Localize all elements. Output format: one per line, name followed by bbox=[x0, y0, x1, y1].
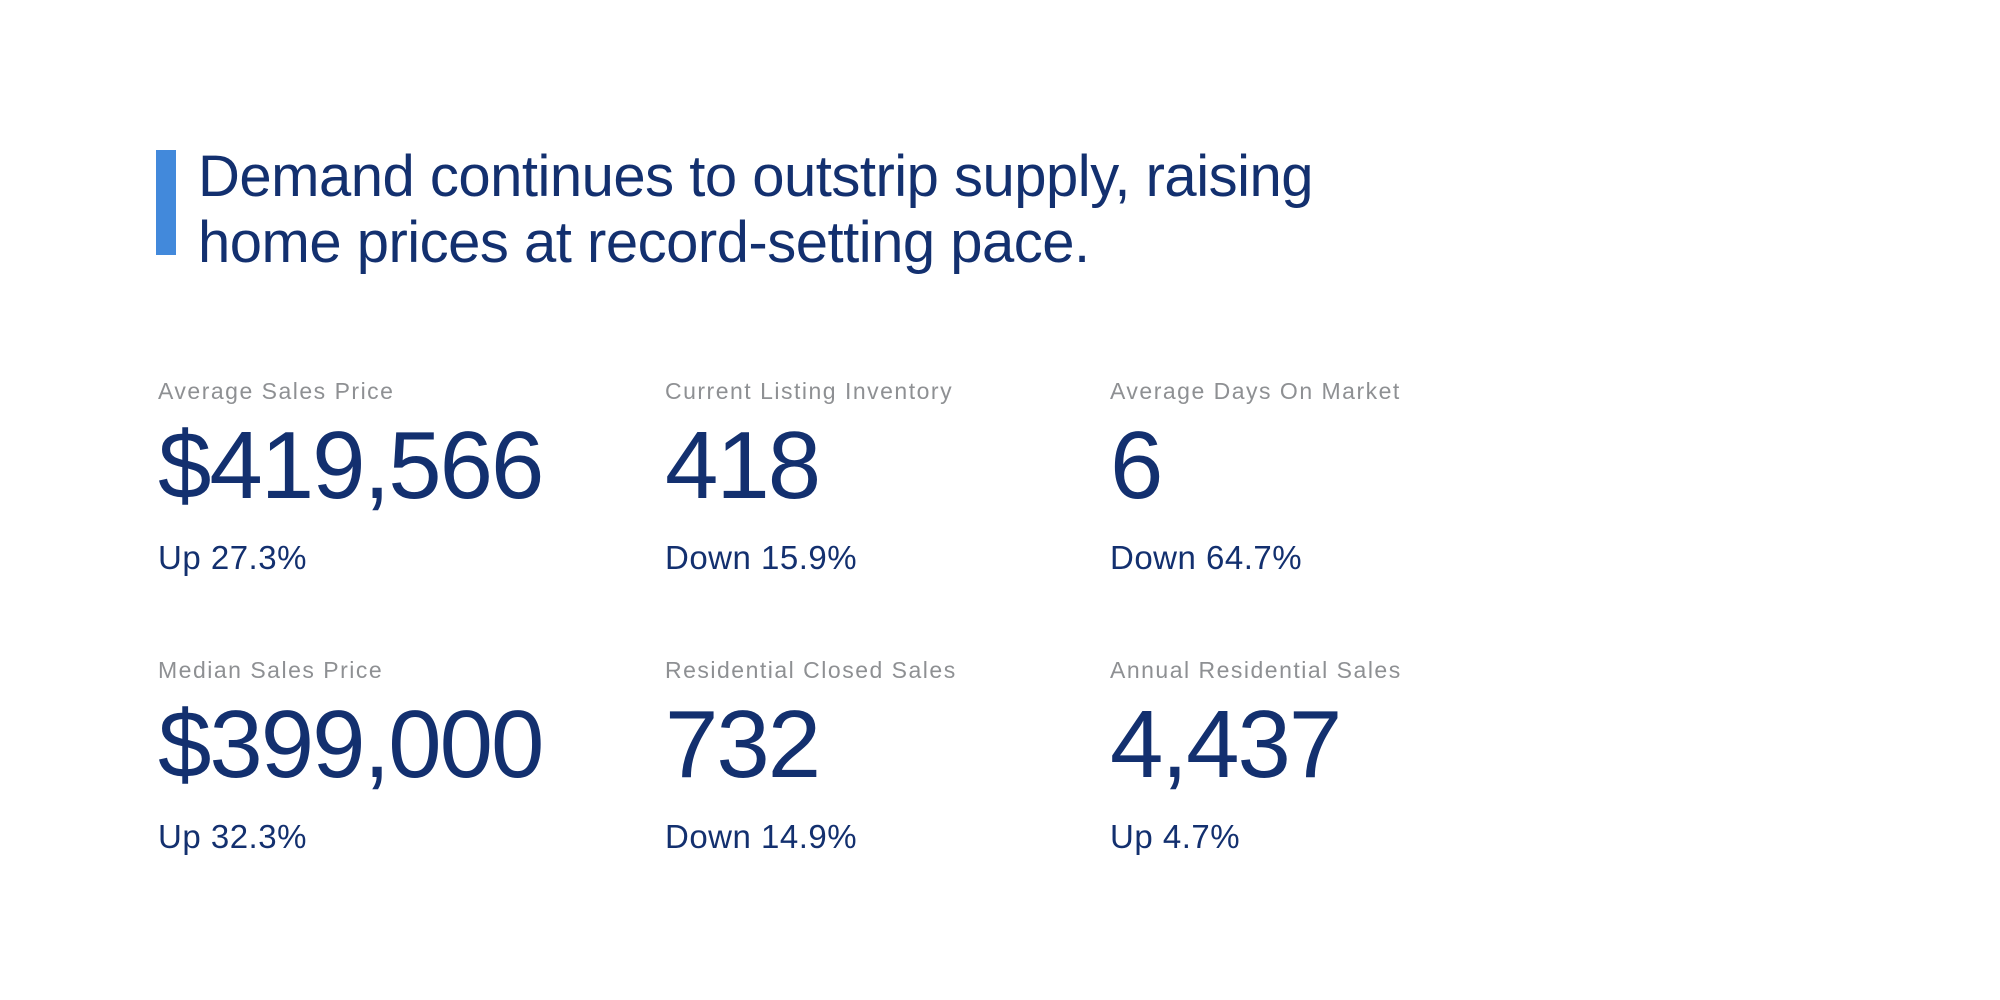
stat-label: Median Sales Price bbox=[158, 657, 384, 683]
stat-value: 4,437 bbox=[1110, 691, 1342, 798]
stats-grid: Average Sales Price $419,566 Up 27.3% Cu… bbox=[158, 376, 1590, 857]
stat-average-days-on-market: Average Days On Market 6 Down 64.7% bbox=[1110, 376, 1590, 578]
stat-change: Down 64.7% bbox=[1110, 539, 1303, 576]
stat-value: 6 bbox=[1110, 412, 1163, 519]
stat-value: $419,566 bbox=[158, 412, 544, 519]
headline-line-2: home prices at record-setting pace. bbox=[198, 210, 1090, 275]
stat-label: Average Days On Market bbox=[1110, 378, 1401, 404]
stat-value: 418 bbox=[665, 412, 821, 519]
stat-value: $399,000 bbox=[158, 691, 544, 798]
stat-residential-closed-sales: Residential Closed Sales 732 Down 14.9% bbox=[665, 655, 1110, 857]
headline-line-1: Demand continues to outstrip supply, rai… bbox=[198, 144, 1313, 209]
stat-label: Annual Residential Sales bbox=[1110, 657, 1402, 683]
stat-change: Up 32.3% bbox=[158, 818, 307, 855]
stat-change: Down 15.9% bbox=[665, 539, 858, 576]
stat-change: Up 4.7% bbox=[1110, 818, 1241, 855]
stat-average-sales-price: Average Sales Price $419,566 Up 27.3% bbox=[158, 376, 665, 578]
stat-annual-residential-sales: Annual Residential Sales 4,437 Up 4.7% bbox=[1110, 655, 1590, 857]
stat-label: Current Listing Inventory bbox=[665, 378, 954, 404]
stat-change: Up 27.3% bbox=[158, 539, 307, 576]
stat-current-listing-inventory: Current Listing Inventory 418 Down 15.9% bbox=[665, 376, 1110, 578]
headline-accent-bar bbox=[156, 150, 176, 255]
stat-change: Down 14.9% bbox=[665, 818, 858, 855]
stat-median-sales-price: Median Sales Price $399,000 Up 32.3% bbox=[158, 655, 665, 857]
stat-value: 732 bbox=[665, 691, 821, 798]
headline: Demand continues to outstrip supply, rai… bbox=[198, 144, 1313, 276]
stat-label: Average Sales Price bbox=[158, 378, 395, 404]
stat-label: Residential Closed Sales bbox=[665, 657, 957, 683]
